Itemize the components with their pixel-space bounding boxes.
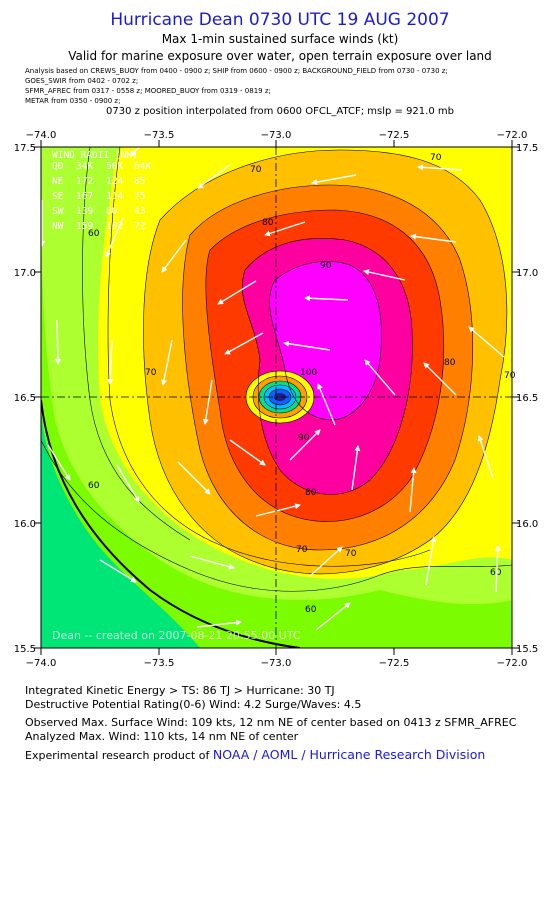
lat-tick-label: 17.0 (14, 268, 36, 279)
lat-tick-label: 17.5 (516, 143, 538, 154)
contour-label: 60 (305, 605, 317, 615)
axis-labels: −74.0 −73.5 −73.0 −72.5 −72.0 −74.0 −73.… (14, 130, 539, 669)
wind-contours (41, 147, 512, 648)
lon-tick-label: −72.5 (379, 658, 410, 669)
lat-tick-label: 17.0 (516, 268, 538, 279)
wind-radii-cell: SW (52, 206, 64, 217)
wind-radii-cell: 167 (76, 191, 93, 202)
contour-label: 100 (300, 368, 317, 378)
lon-tick-label: −72.5 (379, 130, 410, 141)
contour-label: 80 (262, 218, 274, 228)
analysis-line-3: SFMR_AFREC from 0317 - 0558 z; MOORED_BU… (25, 87, 271, 95)
center-crosshair (41, 147, 512, 648)
wind-radii-col: QD (52, 161, 64, 172)
wind-radii-col: 34K (76, 161, 93, 172)
wind-vectors (39, 145, 505, 631)
lat-tick-label: 16.5 (516, 393, 538, 404)
wind-radii-cell: 85 (134, 176, 145, 187)
contour-label: 60 (490, 568, 502, 578)
lon-tick-label: −73.5 (144, 658, 175, 669)
ike-line: Integrated Kinetic Energy > TS: 86 TJ > … (25, 684, 335, 697)
wind-radii-cell: 139 (76, 206, 93, 217)
wind-radii-col: 50K (106, 161, 123, 172)
lat-tick-label: 16.5 (14, 393, 36, 404)
contour-label: 70 (430, 153, 442, 163)
contour-label: 80 (444, 358, 456, 368)
wind-radii-title: WIND RADII (NM) (52, 150, 138, 161)
lat-tick-label: 16.0 (14, 519, 36, 530)
lat-tick-label: 15.5 (516, 644, 538, 655)
hrd-link[interactable]: NOAA / AOML / Hurricane Research Divisio… (212, 747, 486, 762)
wind-radii-cell: 43 (134, 206, 145, 217)
observed-max-line: Observed Max. Surface Wind: 109 kts, 12 … (25, 716, 517, 729)
lon-tick-label: −72.0 (497, 130, 528, 141)
lat-tick-label: 15.5 (14, 644, 36, 655)
wind-radii-table: WIND RADII (NM) QD 34K 50K 64K NE 172 12… (52, 150, 151, 232)
contour-label: 60 (88, 481, 100, 491)
axis-ticks (34, 140, 519, 655)
wind-radii-cell: 72 (134, 221, 145, 232)
lat-tick-label: 16.0 (516, 519, 538, 530)
eye-core (274, 393, 286, 401)
wind-radii-cell: 80 (106, 206, 118, 217)
contour-label: 80 (305, 488, 317, 498)
map-title: Hurricane Dean 0730 UTC 19 AUG 2007 (110, 10, 450, 30)
wind-radii-cell: NW (52, 221, 64, 232)
contour-label: 70 (145, 368, 157, 378)
subtitle-units: Max 1-min sustained surface winds (kt) (161, 32, 399, 46)
contour-label: 70 (504, 371, 516, 381)
analysis-line-4: METAR from 0350 - 0900 z; (25, 97, 121, 105)
wind-analysis-map: 70 70 70 80 80 80 90 90 100 70 60 60 60 … (14, 130, 539, 669)
wind-radii-cell: 75 (134, 191, 145, 202)
analysis-line-1: Analysis based on CREWS_BUOY from 0400 -… (25, 67, 448, 75)
lon-tick-label: −72.0 (497, 658, 528, 669)
lat-tick-label: 17.5 (14, 143, 36, 154)
wind-radii-cell: 114 (106, 191, 123, 202)
position-note: 0730 z position interpolated from 0600 O… (106, 106, 454, 117)
contour-label: 70 (250, 165, 262, 175)
contour-label: 60 (88, 229, 100, 239)
contour-label: 70 (345, 549, 357, 559)
lon-tick-label: −74.0 (26, 658, 57, 669)
lon-tick-label: −74.0 (26, 130, 57, 141)
analysis-line-2: GOES_SWIR from 0402 - 0702 z; (25, 77, 139, 85)
wind-radii-col: 64K (134, 161, 151, 172)
lon-tick-label: −73.0 (261, 130, 292, 141)
credit-line: Experimental research product of NOAA / … (25, 747, 485, 762)
wind-radii-cell: 172 (76, 176, 93, 187)
subtitle-validity: Valid for marine exposure over water, op… (68, 49, 492, 63)
contour-labels: 70 70 70 80 80 80 90 90 100 70 60 60 60 … (88, 153, 516, 615)
lon-tick-label: −73.0 (261, 658, 292, 669)
contour-label: 70 (296, 545, 308, 555)
wind-radii-cell: 124 (106, 176, 123, 187)
wind-radii-cell: NE (52, 176, 64, 187)
wind-radii-cell: 159 (76, 221, 93, 232)
credit-prefix: Experimental research product of (25, 749, 213, 762)
analyzed-max-line: Analyzed Max. Wind: 110 kts, 14 nm NE of… (25, 730, 299, 743)
contour-label: 90 (320, 261, 332, 271)
dpr-line: Destructive Potential Rating(0-6) Wind: … (25, 698, 362, 711)
lon-tick-label: −73.5 (144, 130, 175, 141)
creation-footnote: Dean -- created on 2007-08-21 20:55:00 U… (52, 629, 301, 642)
contour-label: 90 (298, 433, 310, 443)
wind-radii-cell: SE (52, 191, 64, 202)
wind-radii-cell: 102 (106, 221, 123, 232)
